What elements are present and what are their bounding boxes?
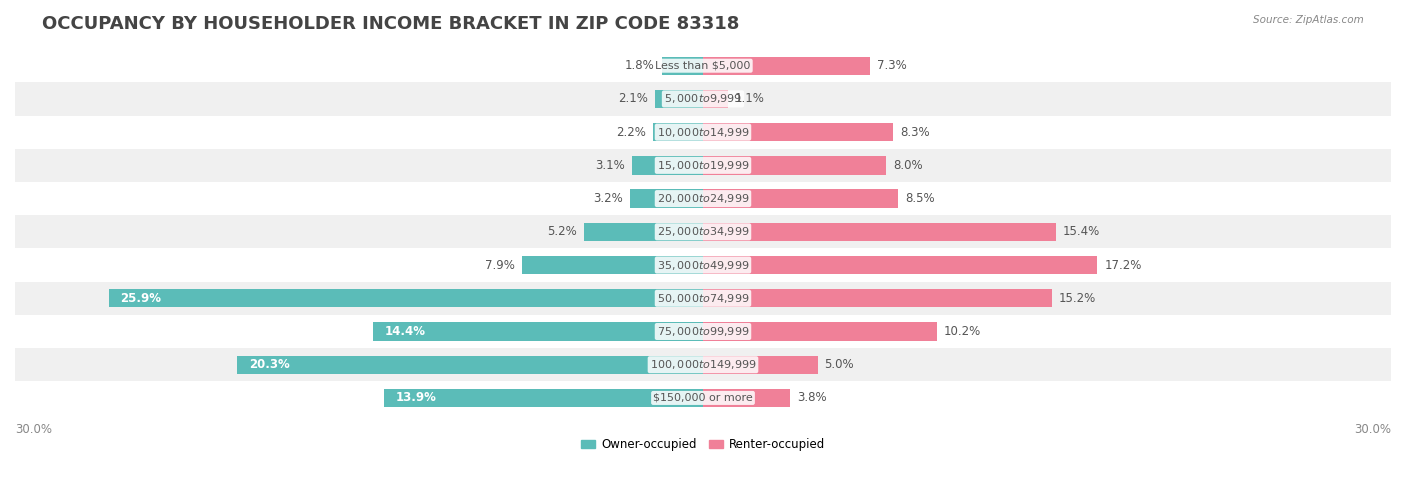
Text: 2.1%: 2.1%	[619, 93, 648, 105]
Bar	[703, 389, 790, 407]
Text: Less than $5,000: Less than $5,000	[655, 61, 751, 71]
Bar	[15, 215, 1391, 248]
Text: $100,000 to $149,999: $100,000 to $149,999	[650, 358, 756, 371]
Bar	[15, 281, 1391, 315]
Text: 3.1%: 3.1%	[595, 159, 626, 172]
Text: $5,000 to $9,999: $5,000 to $9,999	[664, 93, 742, 105]
Text: $10,000 to $14,999: $10,000 to $14,999	[657, 126, 749, 139]
Text: $20,000 to $24,999: $20,000 to $24,999	[657, 192, 749, 205]
Text: 5.0%: 5.0%	[824, 358, 855, 371]
Text: 10.2%: 10.2%	[943, 325, 981, 338]
Bar	[703, 256, 1098, 274]
Text: 2.2%: 2.2%	[616, 126, 645, 139]
Text: $35,000 to $49,999: $35,000 to $49,999	[657, 259, 749, 272]
Bar	[15, 49, 1391, 82]
Bar	[15, 182, 1391, 215]
Bar	[703, 56, 870, 75]
Text: 30.0%: 30.0%	[15, 423, 52, 436]
Text: $15,000 to $19,999: $15,000 to $19,999	[657, 159, 749, 172]
Text: 15.4%: 15.4%	[1063, 225, 1101, 238]
Bar	[631, 156, 703, 174]
Bar	[15, 315, 1391, 348]
Bar	[15, 248, 1391, 281]
Text: 1.1%: 1.1%	[735, 93, 765, 105]
Legend: Owner-occupied, Renter-occupied: Owner-occupied, Renter-occupied	[576, 434, 830, 456]
Text: 30.0%: 30.0%	[1354, 423, 1391, 436]
Text: $150,000 or more: $150,000 or more	[654, 393, 752, 403]
Text: OCCUPANCY BY HOUSEHOLDER INCOME BRACKET IN ZIP CODE 83318: OCCUPANCY BY HOUSEHOLDER INCOME BRACKET …	[42, 15, 740, 33]
Bar	[703, 90, 728, 108]
Bar	[652, 123, 703, 141]
Bar	[630, 189, 703, 208]
Text: 3.2%: 3.2%	[593, 192, 623, 205]
Text: 7.9%: 7.9%	[485, 259, 515, 272]
Text: 17.2%: 17.2%	[1104, 259, 1142, 272]
Text: 1.8%: 1.8%	[626, 59, 655, 72]
Bar	[703, 156, 886, 174]
Text: 13.9%: 13.9%	[395, 392, 437, 404]
Text: $25,000 to $34,999: $25,000 to $34,999	[657, 225, 749, 238]
Bar	[15, 82, 1391, 115]
Bar	[655, 90, 703, 108]
Text: 8.3%: 8.3%	[900, 126, 929, 139]
Bar	[522, 256, 703, 274]
Bar	[662, 56, 703, 75]
Text: 3.8%: 3.8%	[797, 392, 827, 404]
Bar	[384, 389, 703, 407]
Bar	[703, 356, 818, 374]
Bar	[15, 348, 1391, 381]
Text: 8.0%: 8.0%	[893, 159, 922, 172]
Bar	[373, 322, 703, 340]
Text: 14.4%: 14.4%	[384, 325, 425, 338]
Text: 20.3%: 20.3%	[249, 358, 290, 371]
Text: Source: ZipAtlas.com: Source: ZipAtlas.com	[1253, 15, 1364, 25]
Bar	[703, 223, 1056, 241]
Text: 25.9%: 25.9%	[121, 292, 162, 305]
Text: 5.2%: 5.2%	[547, 225, 576, 238]
Bar	[15, 115, 1391, 149]
Bar	[703, 322, 936, 340]
Text: 7.3%: 7.3%	[877, 59, 907, 72]
Bar	[583, 223, 703, 241]
Bar	[703, 123, 893, 141]
Bar	[110, 289, 703, 307]
Text: $75,000 to $99,999: $75,000 to $99,999	[657, 325, 749, 338]
Bar	[703, 189, 898, 208]
Bar	[238, 356, 703, 374]
Bar	[703, 289, 1052, 307]
Text: 15.2%: 15.2%	[1059, 292, 1095, 305]
Bar	[15, 381, 1391, 414]
Bar	[15, 149, 1391, 182]
Text: 8.5%: 8.5%	[905, 192, 935, 205]
Text: $50,000 to $74,999: $50,000 to $74,999	[657, 292, 749, 305]
